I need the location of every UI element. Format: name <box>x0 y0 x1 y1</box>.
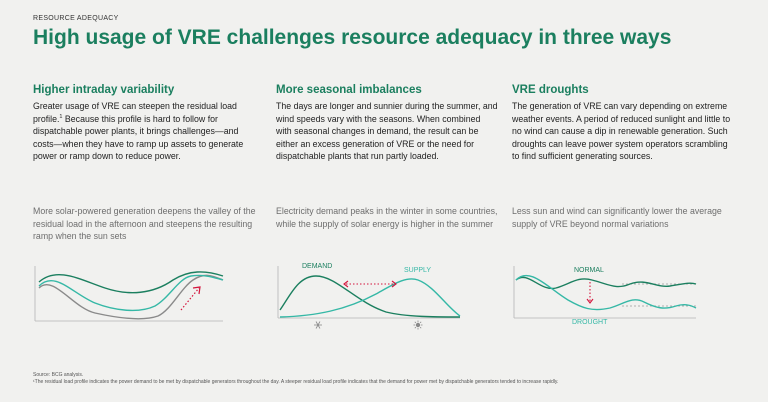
column-droughts: VRE droughts The generation of VRE can v… <box>512 83 734 163</box>
source-note: Source: BCG analysis. <box>33 372 84 378</box>
supply-curve <box>279 278 461 318</box>
imbalance-arrow-head-left <box>343 280 349 288</box>
sun-icon <box>413 320 423 330</box>
drought-curve <box>515 274 697 311</box>
column-body: The days are longer and sunnier during t… <box>276 101 498 162</box>
ramp-arrow <box>180 287 200 311</box>
column-title: More seasonal imbalances <box>276 84 422 96</box>
column-title: Higher intraday variability <box>33 84 175 96</box>
column-caption: Electricity demand peaks in the winter i… <box>276 206 498 229</box>
load-curve-teal <box>38 274 224 312</box>
normal-label: NORMAL <box>574 267 604 274</box>
page-title: High usage of VRE challenges resource ad… <box>33 26 672 49</box>
body-text-rest: Because this profile is hard to follow f… <box>33 113 244 162</box>
drop-arrow-head <box>586 298 594 304</box>
footnote: ¹The residual load profile indicates the… <box>33 379 559 385</box>
drought-illustration: NORMAL DROUGHT <box>513 266 697 326</box>
imbalance-arrow-head-right <box>391 280 397 288</box>
column-caption: Less sun and wind can significantly lowe… <box>512 206 722 229</box>
seasonal-illustration: DEMAND SUPPLY <box>277 263 461 330</box>
column-caption: More solar-powered generation deepens th… <box>33 206 256 242</box>
column-body: Greater usage of VRE can steepen the res… <box>33 100 255 163</box>
snowflake-icon <box>314 321 322 329</box>
ramp-arrow-head <box>192 286 201 295</box>
eyebrow-label: RESOURCE ADEQUACY <box>33 15 119 22</box>
footnote-ref: 1 <box>59 113 63 120</box>
load-curve-gray <box>38 274 224 320</box>
supply-label: SUPPLY <box>404 267 431 274</box>
column-seasonal: More seasonal imbalances The days are lo… <box>276 83 498 163</box>
column-intraday: Higher intraday variability Greater usag… <box>33 83 255 163</box>
load-curve-green <box>38 271 224 294</box>
demand-label: DEMAND <box>302 263 332 270</box>
residual-load-illustration <box>34 266 224 322</box>
drought-label: DROUGHT <box>572 319 608 326</box>
body-text: Greater usage of VRE can steepen the res… <box>33 101 237 124</box>
demand-curve <box>279 275 461 318</box>
column-body: The generation of VRE can vary depending… <box>512 101 731 162</box>
column-title: VRE droughts <box>512 84 589 96</box>
